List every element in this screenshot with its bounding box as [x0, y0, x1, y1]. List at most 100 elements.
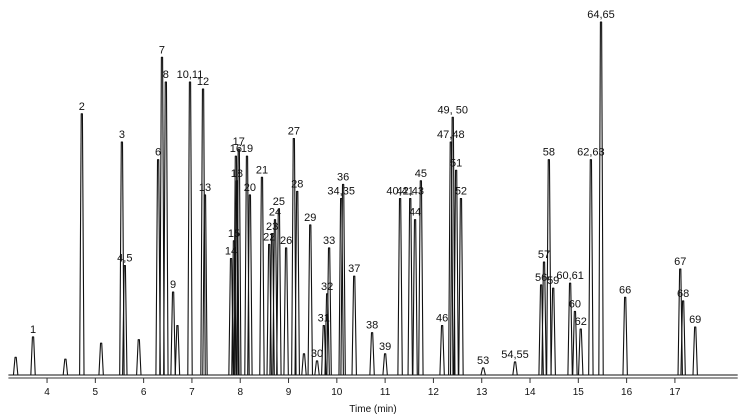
peak [202, 194, 208, 376]
peak [276, 208, 282, 376]
peak-label: 66 [619, 284, 631, 296]
peak-label: 60,61 [556, 270, 584, 282]
peak-label: 54,55 [501, 349, 529, 361]
x-tick-label: 7 [189, 387, 195, 398]
peak-label: 58 [543, 147, 555, 159]
peak-label: 69 [689, 314, 701, 326]
peak [30, 336, 36, 376]
peak-label: 40,41 [386, 186, 414, 198]
peak [418, 180, 424, 376]
peak-label: 34,35 [327, 186, 355, 198]
peak [62, 358, 69, 376]
peak [247, 194, 253, 376]
peak [453, 169, 459, 376]
peak-label: 30 [311, 348, 323, 360]
peak-label: 51 [450, 157, 462, 169]
peak-label: 68 [677, 288, 689, 300]
peak [159, 56, 165, 376]
peak-label: 21 [256, 164, 268, 176]
peak [382, 353, 388, 376]
peak [283, 247, 289, 376]
peak [369, 332, 375, 376]
peak [512, 361, 518, 376]
peak [692, 326, 698, 376]
peak-label: 27 [288, 125, 300, 137]
peak-label: 44 [409, 207, 421, 219]
peak [338, 197, 344, 376]
x-tick-label: 6 [141, 387, 147, 398]
peak [122, 265, 128, 376]
peak [119, 141, 125, 376]
peak [314, 360, 320, 376]
x-axis-label: Time (min) [349, 404, 396, 415]
peak [187, 81, 193, 376]
peak [155, 159, 161, 376]
x-tick-label: 9 [286, 387, 292, 398]
x-tick-label: 17 [669, 387, 681, 398]
peak [577, 328, 584, 376]
peak-label: 13 [199, 182, 211, 194]
peak [291, 137, 297, 376]
peak [458, 197, 464, 376]
peak [448, 141, 454, 376]
peak-label: 67 [674, 256, 686, 268]
x-tick-label: 15 [573, 387, 585, 398]
peak-label: 37 [348, 263, 360, 275]
peak [680, 300, 686, 376]
peak [12, 356, 19, 376]
peak [407, 197, 413, 376]
peak-label: 26 [280, 235, 292, 247]
peak [272, 219, 278, 376]
peak-label: 31 [318, 313, 330, 325]
peak [326, 247, 332, 376]
peak-label: 3 [119, 129, 125, 141]
peak-label: 28 [291, 178, 303, 190]
peak [480, 367, 486, 376]
peak-label: 62 [575, 316, 587, 328]
peak-label: 29 [304, 212, 316, 224]
peak [307, 224, 314, 376]
x-tick-label: 4 [44, 387, 50, 398]
peak [412, 219, 418, 376]
peak [439, 325, 445, 376]
peak-label: 1 [30, 324, 36, 336]
peak [301, 353, 307, 376]
peak-label: 10,11 [177, 69, 204, 81]
peak [324, 293, 330, 376]
peak [174, 325, 181, 376]
x-tick-label: 11 [380, 387, 391, 398]
peak-label: 57 [538, 249, 550, 261]
peak [136, 339, 142, 376]
peak [541, 261, 547, 376]
peak-label: 38 [366, 320, 378, 332]
peak-label: 39 [379, 341, 391, 353]
peak-label: 2 [79, 101, 85, 113]
peak-label: 33 [323, 235, 335, 247]
peak-label: 56 [535, 272, 547, 284]
peak-label: 42,43 [396, 186, 424, 198]
peak-label: 62,63 [577, 147, 605, 159]
peak [351, 275, 357, 376]
peak-label: 46 [436, 313, 448, 325]
peak [550, 287, 556, 376]
peak-label: 18 [231, 168, 243, 180]
x-tick-label: 13 [476, 387, 488, 398]
peak [170, 291, 176, 376]
x-tick-label: 10 [331, 387, 343, 398]
peak [546, 159, 552, 376]
x-tick-label: 16 [621, 387, 633, 398]
peak-label: 9 [170, 279, 176, 291]
peak-label: 23 [266, 221, 278, 233]
peak [259, 176, 265, 376]
peak-label: 45 [415, 168, 427, 180]
peak-label: 49, 50 [437, 104, 468, 116]
peak-label: 25 [273, 196, 285, 208]
x-tick-label: 5 [93, 387, 99, 398]
peak [98, 342, 104, 376]
peak-label: 4,5 [117, 253, 132, 265]
x-tick-label: 8 [237, 387, 243, 398]
peak [397, 197, 403, 376]
peak-label: 47,48 [437, 129, 465, 141]
peak [588, 159, 594, 376]
